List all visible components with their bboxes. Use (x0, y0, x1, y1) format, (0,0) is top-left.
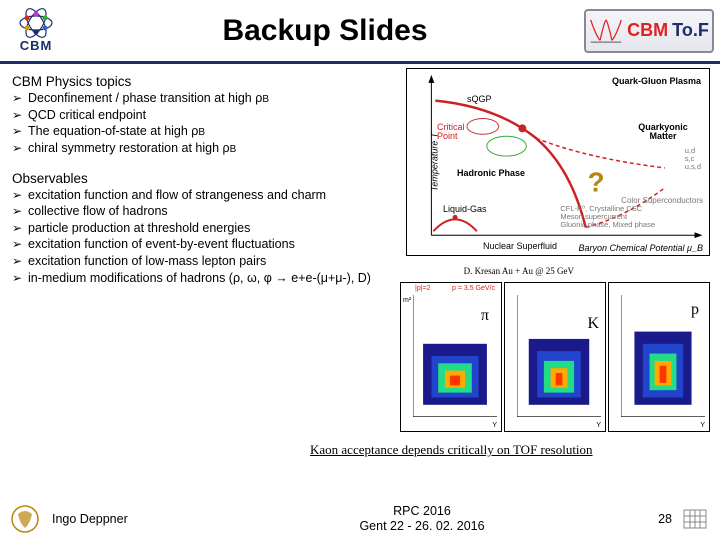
slide-header: CBM Backup Slides CBM To.F (0, 0, 720, 64)
pbar-val: |p|=2 (415, 285, 431, 292)
tof-plot-icon (589, 16, 623, 46)
footer-conf: RPC 2016 (212, 504, 632, 519)
pd-sqgp: sQGP (467, 95, 492, 104)
topics-item: QCD critical endpoint (12, 108, 332, 124)
pd-hadronic: Hadronic Phase (457, 169, 525, 178)
obs-item: excitation function of low-mass lepton p… (12, 254, 392, 270)
pd-cfl: CFL-K⁰, Crystalline CSC Meson supercurre… (560, 205, 655, 229)
heatmap-k: K Y (504, 282, 606, 432)
observables-heading: Observables (12, 171, 392, 186)
topics-item: The equation-of-state at high ρB (12, 124, 332, 140)
heatmap-xlab: Y (492, 422, 497, 429)
heat-label-p: p (691, 301, 699, 319)
footer-page: 28 (632, 512, 672, 526)
logo-cbm-text: CBM (627, 20, 668, 41)
pd-qgp: Quark-Gluon Plasma (612, 77, 701, 86)
heatmap-xlab: Y (700, 422, 705, 429)
pd-xlabel: Baryon Chemical Potential μ_B (579, 243, 704, 253)
slide-content: CBM Physics topics Deconfinement / phase… (0, 64, 720, 494)
pd-quarks: u,d s,c u,s,d (685, 147, 701, 171)
footer-author: Ingo Deppner (52, 512, 212, 526)
topics-section: CBM Physics topics Deconfinement / phase… (12, 74, 332, 157)
heat-area (517, 295, 601, 417)
cbm-label: CBM (20, 38, 53, 53)
svg-text:?: ? (588, 167, 605, 198)
pd-quarkyonic: Quarkyonic Matter (631, 123, 695, 142)
pd-nuclear: Nuclear Superfluid (483, 242, 557, 251)
phase-diagram: ? Quark-Gluon Plasma sQGP Critical Point… (406, 68, 710, 256)
p-annot: p = 3.5 GeV/c (452, 285, 495, 292)
obs-item: particle production at threshold energie… (12, 221, 392, 237)
logo-tof-text: To.F (672, 20, 709, 41)
footer-right-icon (680, 504, 710, 534)
heatmap-pi: |p|=2 m² (GeV/c²)² p = 3.5 GeV/c π Y (400, 282, 502, 432)
topics-item: chiral symmetry restoration at high ρB (12, 141, 332, 157)
cbm-atom-icon (17, 8, 55, 38)
slide-footer: Ingo Deppner RPC 2016 Gent 22 - 26. 02. … (0, 498, 720, 540)
slide-title: Backup Slides (66, 14, 584, 48)
footer-dates: Gent 22 - 26. 02. 2016 (212, 519, 632, 534)
heat-label-k: K (587, 315, 599, 333)
pd-csc: Color Superconductors (621, 197, 703, 205)
topics-item: Deconfinement / phase transition at high… (12, 91, 332, 107)
heat-label-pi: π (481, 307, 489, 325)
topics-list: Deconfinement / phase transition at high… (12, 91, 332, 157)
pd-ylabel: Temperature T (429, 133, 439, 192)
obs-item: excitation function of event-by-event fl… (12, 237, 392, 253)
kaon-note: Kaon acceptance depends critically on TO… (310, 442, 710, 458)
observables-section: Observables excitation function and flow… (12, 171, 392, 287)
pd-critical: Critical Point (437, 123, 481, 142)
footer-center: RPC 2016 Gent 22 - 26. 02. 2016 (212, 504, 632, 534)
heatmap-row: |p|=2 m² (GeV/c²)² p = 3.5 GeV/c π Y (400, 282, 710, 432)
obs-item: collective flow of hadrons (12, 204, 392, 220)
cbm-logo-left: CBM (6, 6, 66, 56)
heatmap-p: p Y (608, 282, 710, 432)
obs-item: in-medium modifications of hadrons (ρ, ω… (12, 271, 392, 287)
heatmap-xlab: Y (596, 422, 601, 429)
obs-item: excitation function and flow of strangen… (12, 188, 392, 204)
observables-list: excitation function and flow of strangen… (12, 188, 392, 287)
pd-liquid-gas: Liquid-Gas (443, 205, 487, 214)
footer-left-icon (10, 504, 40, 534)
cbm-tof-logo: CBM To.F (584, 9, 714, 53)
topics-heading: CBM Physics topics (12, 74, 332, 89)
attribution: D. Kresan Au + Au @ 25 GeV (464, 266, 574, 276)
phase-diagram-svg: ? (407, 69, 709, 255)
